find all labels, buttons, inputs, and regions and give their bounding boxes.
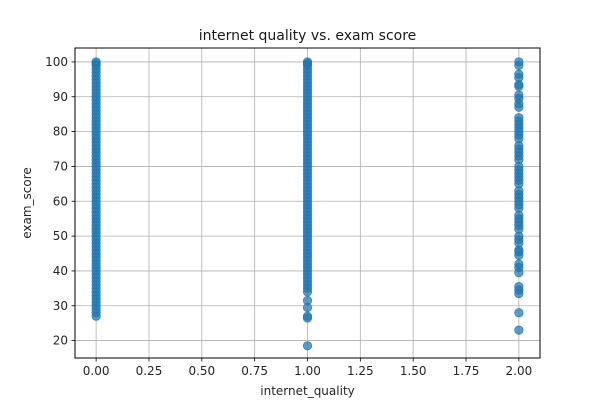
data-points bbox=[91, 57, 524, 351]
data-point bbox=[302, 313, 313, 323]
data-point bbox=[302, 287, 313, 297]
data-point bbox=[514, 81, 524, 91]
data-point bbox=[514, 288, 524, 299]
x-axis-ticks: 0.00 0.25 0.50 0.75 1.00 1.25 1.50 1.75 2.00 bbox=[83, 358, 532, 378]
y-axis-label: exam_score bbox=[20, 167, 34, 239]
x-tick-label: 0.50 bbox=[188, 364, 215, 378]
y-tick-label: 40 bbox=[53, 264, 68, 278]
x-tick-label: 2.00 bbox=[506, 364, 533, 378]
data-point bbox=[514, 60, 524, 71]
y-tick-label: 70 bbox=[53, 159, 68, 173]
data-point bbox=[91, 311, 101, 321]
y-tick-label: 60 bbox=[53, 194, 68, 208]
data-point bbox=[514, 325, 524, 335]
data-point bbox=[514, 268, 524, 278]
x-tick-label: 0.75 bbox=[241, 364, 268, 378]
x-tick-label: 1.50 bbox=[400, 364, 427, 378]
y-tick-label: 50 bbox=[53, 229, 68, 243]
data-point bbox=[302, 341, 313, 351]
chart-title: internet quality vs. exam score bbox=[199, 28, 417, 44]
x-tick-label: 1.00 bbox=[294, 364, 321, 378]
data-point bbox=[514, 250, 524, 260]
data-point bbox=[514, 102, 524, 112]
y-tick-label: 80 bbox=[53, 125, 68, 139]
data-point bbox=[514, 308, 524, 318]
y-tick-label: 20 bbox=[53, 334, 68, 348]
data-point bbox=[302, 302, 313, 313]
y-tick-label: 90 bbox=[53, 90, 68, 104]
y-tick-label: 30 bbox=[53, 299, 68, 313]
x-tick-label: 1.25 bbox=[347, 364, 374, 378]
x-tick-label: 0.00 bbox=[83, 364, 110, 378]
y-tick-label: 100 bbox=[45, 55, 68, 69]
y-axis-ticks: 20 30 40 50 60 70 80 90 100 bbox=[45, 55, 75, 348]
x-tick-label: 1.75 bbox=[453, 364, 480, 378]
x-axis-label: internet_quality bbox=[260, 384, 355, 398]
x-tick-label: 0.25 bbox=[136, 364, 163, 378]
